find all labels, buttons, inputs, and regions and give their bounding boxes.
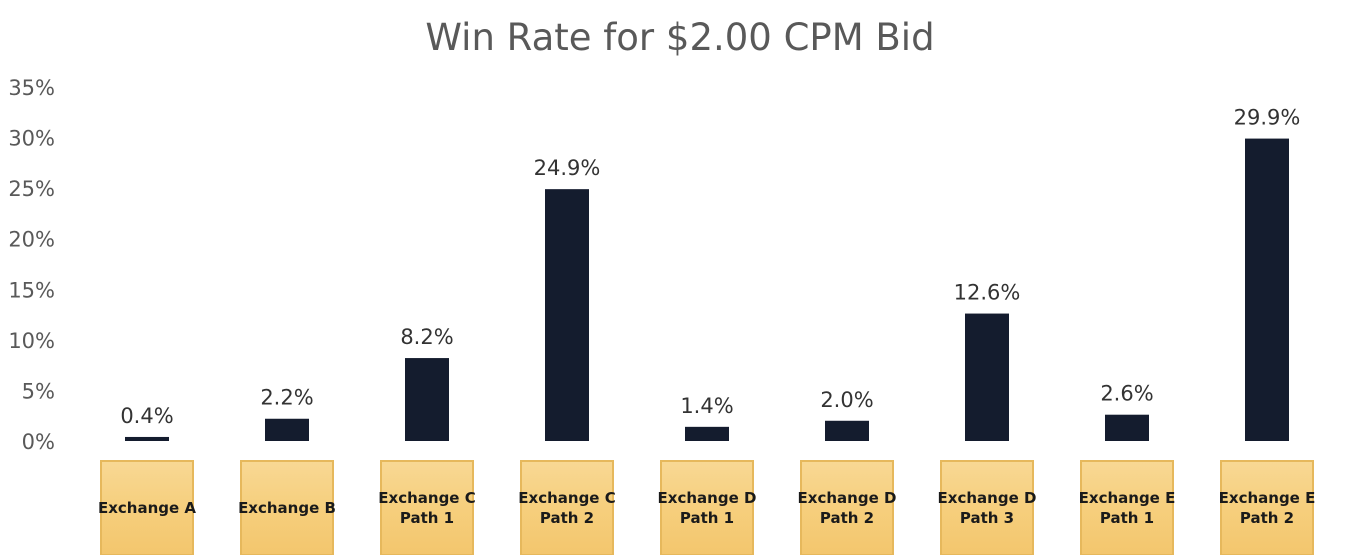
category-label: Path 2 xyxy=(540,509,594,527)
category-label: Exchange D xyxy=(938,489,1037,507)
y-tick-label: 5% xyxy=(22,379,55,403)
category-label: Exchange B xyxy=(238,499,336,517)
category-label: Exchange A xyxy=(98,499,196,517)
category-labels: Exchange A Exchange B Exchange C Path 1 Exch… xyxy=(98,460,1316,555)
category-box xyxy=(100,460,194,555)
category-label: Path 1 xyxy=(1100,509,1154,527)
bar xyxy=(685,426,729,441)
category-label: Exchange E xyxy=(1079,489,1176,507)
category-label: Exchange E xyxy=(1219,489,1316,507)
bar xyxy=(545,189,589,441)
category-label: Exchange C xyxy=(518,489,615,507)
y-tick-label: 0% xyxy=(22,430,55,454)
data-label: 29.9% xyxy=(1234,106,1301,130)
bar xyxy=(965,313,1009,441)
bar xyxy=(1245,138,1289,441)
category-box xyxy=(660,460,754,555)
data-label: 0.4% xyxy=(120,404,173,428)
bar xyxy=(265,418,309,441)
y-tick-label: 15% xyxy=(8,278,55,302)
bar xyxy=(1105,414,1149,441)
data-label: 12.6% xyxy=(954,281,1021,305)
category-label: Path 1 xyxy=(680,509,734,527)
y-tick-label: 10% xyxy=(8,329,55,353)
bar xyxy=(405,358,449,441)
bars xyxy=(125,138,1289,441)
category-label: Exchange D xyxy=(658,489,757,507)
y-axis: 0% 5% 10% 15% 20% 25% 30% 35% xyxy=(8,76,55,454)
data-label: 1.4% xyxy=(680,394,733,418)
category-box xyxy=(1080,460,1174,555)
category-box xyxy=(940,460,1034,555)
category-label: Exchange C xyxy=(378,489,475,507)
y-tick-label: 20% xyxy=(8,228,55,252)
data-label: 8.2% xyxy=(400,325,453,349)
category-box xyxy=(1220,460,1314,555)
data-label: 2.2% xyxy=(260,386,313,410)
category-label: Path 3 xyxy=(960,509,1014,527)
bar xyxy=(125,436,169,441)
data-label: 24.9% xyxy=(534,156,601,180)
data-labels: 0.4% 2.2% 8.2% 24.9% 1.4% 2.0% 12.6% 2.6% 29.9% xyxy=(120,106,1300,428)
bar xyxy=(825,420,869,441)
y-tick-label: 35% xyxy=(8,76,55,100)
data-label: 2.6% xyxy=(1100,382,1153,406)
category-box xyxy=(380,460,474,555)
chart-title: Win Rate for $2.00 CPM Bid xyxy=(425,16,934,59)
category-box xyxy=(800,460,894,555)
category-label: Path 2 xyxy=(1240,509,1294,527)
category-label: Exchange D xyxy=(798,489,897,507)
data-label: 2.0% xyxy=(820,388,873,412)
category-label: Path 2 xyxy=(820,509,874,527)
category-box xyxy=(240,460,334,555)
y-tick-label: 25% xyxy=(8,177,55,201)
category-label: Path 1 xyxy=(400,509,454,527)
y-tick-label: 30% xyxy=(8,127,55,151)
category-box xyxy=(520,460,614,555)
